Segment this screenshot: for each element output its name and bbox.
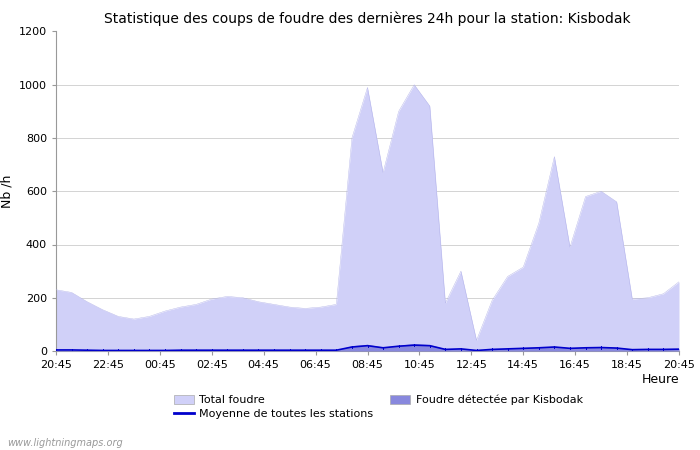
Title: Statistique des coups de foudre des dernières 24h pour la station: Kisbodak: Statistique des coups de foudre des dern… <box>104 12 631 26</box>
Text: www.lightningmaps.org: www.lightningmaps.org <box>7 438 122 448</box>
Text: Heure: Heure <box>641 374 679 387</box>
Legend: Total foudre, Moyenne de toutes les stations, Foudre détectée par Kisbodak: Total foudre, Moyenne de toutes les stat… <box>174 395 582 419</box>
Y-axis label: Nb /h: Nb /h <box>0 175 13 208</box>
